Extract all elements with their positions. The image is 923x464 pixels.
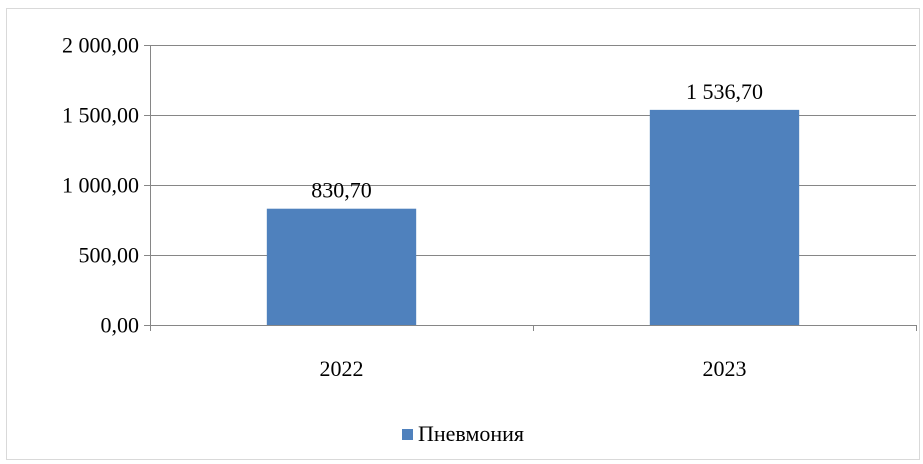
- y-tick-label: 1 500,00: [62, 103, 139, 128]
- legend: Пневмония: [402, 421, 525, 446]
- legend-swatch: [402, 428, 413, 440]
- data-labels: 830,70 1 536,70: [311, 79, 763, 203]
- data-label: 830,70: [311, 178, 372, 203]
- x-category-label: 2023: [703, 356, 747, 381]
- y-tick-label: 1 000,00: [62, 173, 139, 198]
- bar-2023: [649, 109, 800, 325]
- y-tick-label: 2 000,00: [62, 33, 139, 58]
- bar-2022: [266, 208, 417, 325]
- y-tick-label: 500,00: [79, 243, 140, 268]
- data-label: 1 536,70: [686, 79, 763, 104]
- gridlines: [150, 45, 916, 256]
- bars: [266, 109, 800, 325]
- x-category-labels: 2022 2023: [320, 356, 747, 381]
- y-tick-label: 0,00: [101, 313, 140, 338]
- x-category-label: 2022: [320, 356, 364, 381]
- axes: [144, 45, 917, 331]
- legend-label: Пневмония: [418, 421, 525, 446]
- y-tick-labels: 0,00 500,00 1 000,00 1 500,00 2 000,00: [62, 33, 139, 338]
